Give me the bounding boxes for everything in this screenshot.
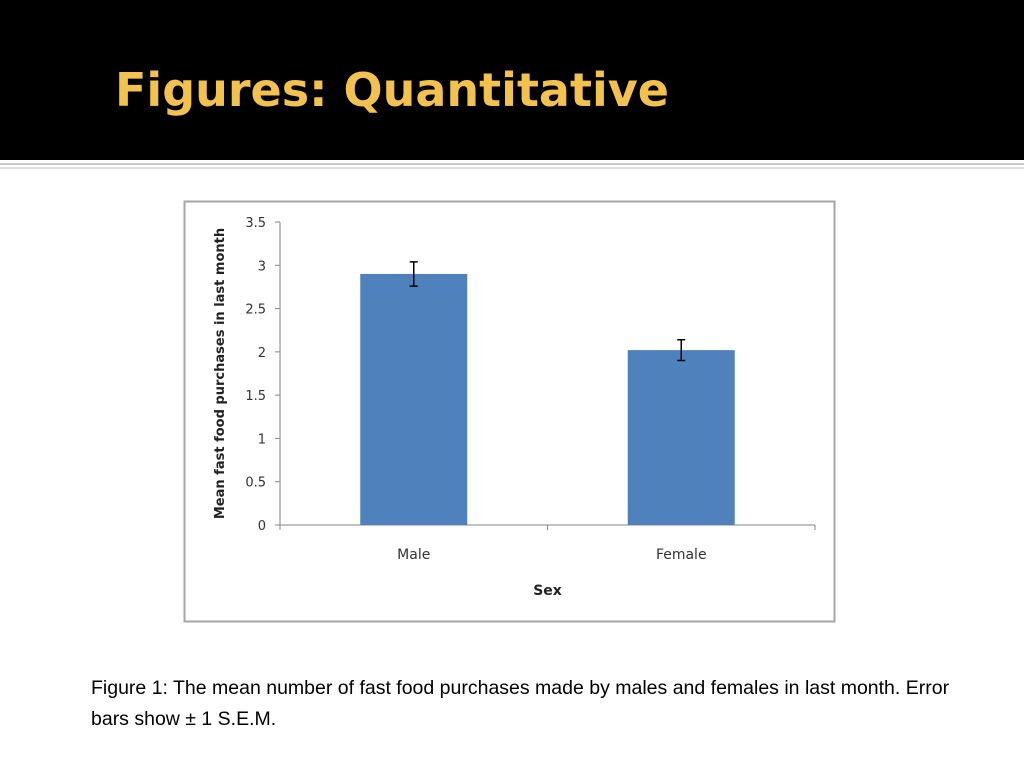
bar <box>627 350 735 525</box>
slide-title: Figures: Quantitative <box>115 63 669 117</box>
chart-frame <box>183 200 836 623</box>
error-bar <box>677 338 686 362</box>
y-tick-label: 1 <box>258 432 266 447</box>
y-tick-label: 3.5 <box>245 216 266 231</box>
y-tick-label: 0 <box>258 519 266 534</box>
caption: Figure 1: The mean number of fast food p… <box>91 677 950 730</box>
plot: 0 0.5 1 1.5 2 2.5 3 3.5 Male Female Sex Mean fast f… <box>213 216 816 599</box>
y-tick-label: 2 <box>258 346 266 361</box>
y-tick-label: 3 <box>258 259 266 274</box>
y-tick-label: 0.5 <box>245 476 266 491</box>
bar <box>360 273 468 525</box>
header-band <box>0 0 1024 160</box>
x-axis-label: Sex <box>533 583 562 599</box>
error-bar <box>409 261 418 287</box>
y-tick-label: 2.5 <box>245 303 266 318</box>
x-tick-label: Male <box>397 547 430 563</box>
x-tick-label: Female <box>656 547 707 563</box>
rule <box>0 167 1024 169</box>
y-axis-label: Mean fast food purchases in last month <box>213 228 228 519</box>
rule <box>0 163 1024 165</box>
y-tick-label: 1.5 <box>245 389 266 404</box>
